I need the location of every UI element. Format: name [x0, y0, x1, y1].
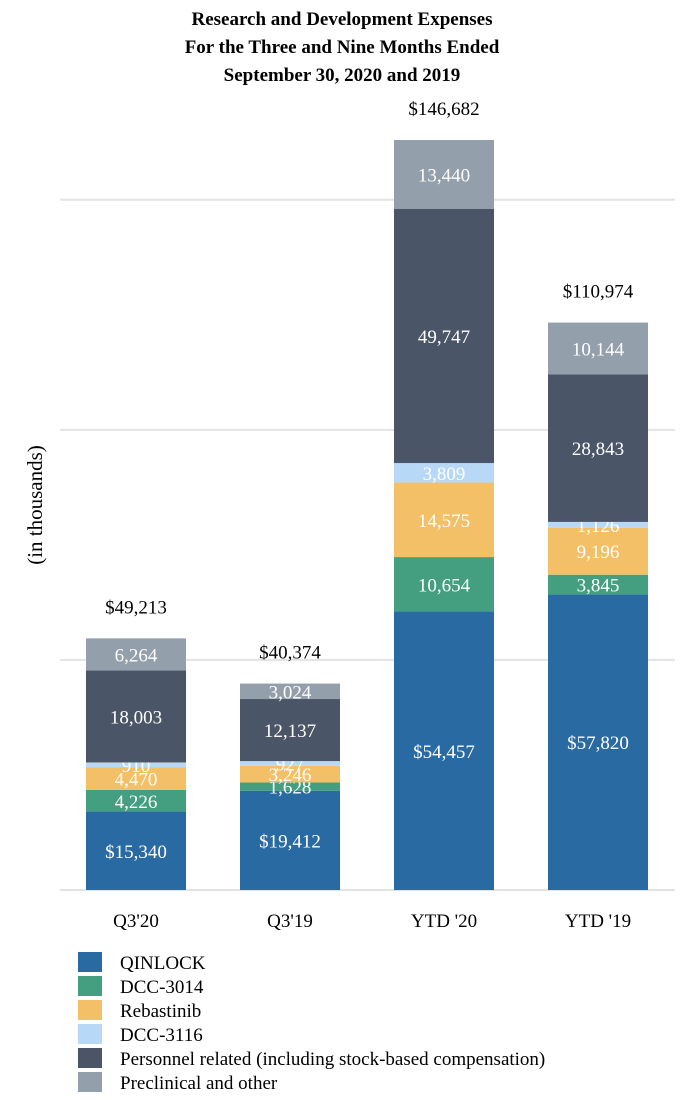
bar-segment	[548, 374, 648, 522]
bar-segment	[86, 638, 186, 671]
legend-label: QINLOCK	[120, 953, 206, 974]
chart-title-line-2: For the Three and Nine Months Ended	[185, 37, 500, 58]
y-axis-label: (in thousands)	[23, 445, 47, 565]
legend-label: DCC-3014	[120, 977, 204, 998]
legend-swatch	[78, 976, 102, 996]
bar-segment	[86, 762, 186, 768]
segment-data-label: $54,457	[413, 742, 475, 763]
x-tick-label: YTD '19	[565, 911, 631, 932]
legend-swatch	[78, 1000, 102, 1020]
segment-data-label: 18,003	[110, 707, 162, 728]
segment-data-label: 10,654	[418, 575, 471, 596]
legend-swatch	[78, 1048, 102, 1068]
segment-data-label: 3,809	[423, 464, 466, 485]
bar-total-label: $40,374	[259, 643, 321, 664]
segment-data-label: 6,264	[115, 645, 158, 666]
bar-segment	[86, 811, 186, 890]
segment-data-label: 9,196	[577, 542, 620, 563]
x-tick-label: Q3'19	[267, 911, 313, 932]
bar-segment	[240, 683, 340, 700]
segment-data-label: 13,440	[418, 165, 470, 186]
segment-data-label: 10,144	[572, 340, 625, 361]
segment-data-label: 49,747	[418, 327, 470, 348]
segment-data-label: $15,340	[105, 842, 167, 863]
segment-data-label: 3,024	[269, 682, 312, 703]
chart-title-line-3: September 30, 2020 and 2019	[224, 65, 461, 86]
legend-label: Preclinical and other	[120, 1073, 278, 1094]
segment-data-label: 3,845	[577, 576, 620, 597]
bar-segment	[394, 140, 494, 209]
bar-segment	[548, 322, 648, 375]
bar-segment	[394, 463, 494, 483]
bar-segment	[240, 782, 340, 791]
bar-total-label: $49,213	[105, 597, 167, 618]
bar-segment	[240, 765, 340, 783]
bar-segment	[548, 574, 648, 595]
legend-label: Personnel related (including stock-based…	[120, 1049, 545, 1070]
bar-segment	[394, 208, 494, 464]
bar-segment	[394, 557, 494, 612]
legend-label: Rebastinib	[120, 1001, 201, 1022]
segment-data-label: $19,412	[259, 831, 321, 852]
bar-segment	[394, 611, 494, 890]
bar-total-label: $110,974	[563, 282, 634, 303]
legend-swatch	[78, 1072, 102, 1092]
segment-data-label: 14,575	[418, 511, 470, 532]
x-tick-label: YTD '20	[411, 911, 477, 932]
bar-segment	[240, 699, 340, 762]
bar-segment	[548, 527, 648, 575]
segment-data-label: 4,470	[115, 770, 158, 791]
bar-segment	[548, 594, 648, 890]
bar-segment	[240, 790, 340, 890]
bar-segment	[240, 761, 340, 766]
bar-segment	[86, 670, 186, 763]
segment-data-label: 4,226	[115, 792, 158, 813]
legend-swatch	[78, 952, 102, 972]
chart-title-line-1: Research and Development Expenses	[191, 9, 492, 30]
bar-segment	[86, 789, 186, 812]
segment-data-label: 12,137	[264, 721, 316, 742]
bar-total-label: $146,682	[408, 99, 479, 120]
segment-data-label: $57,820	[567, 733, 629, 754]
bar-segment	[548, 521, 648, 528]
segment-data-label: 3,246	[269, 765, 312, 786]
legend-label: DCC-3116	[120, 1025, 203, 1046]
bar-segment	[86, 767, 186, 790]
x-tick-label: Q3'20	[113, 911, 159, 932]
segment-data-label: 28,843	[572, 439, 624, 460]
legend-swatch	[78, 1024, 102, 1044]
segment-data-label: 1,628	[269, 778, 312, 799]
bar-segment	[394, 482, 494, 558]
